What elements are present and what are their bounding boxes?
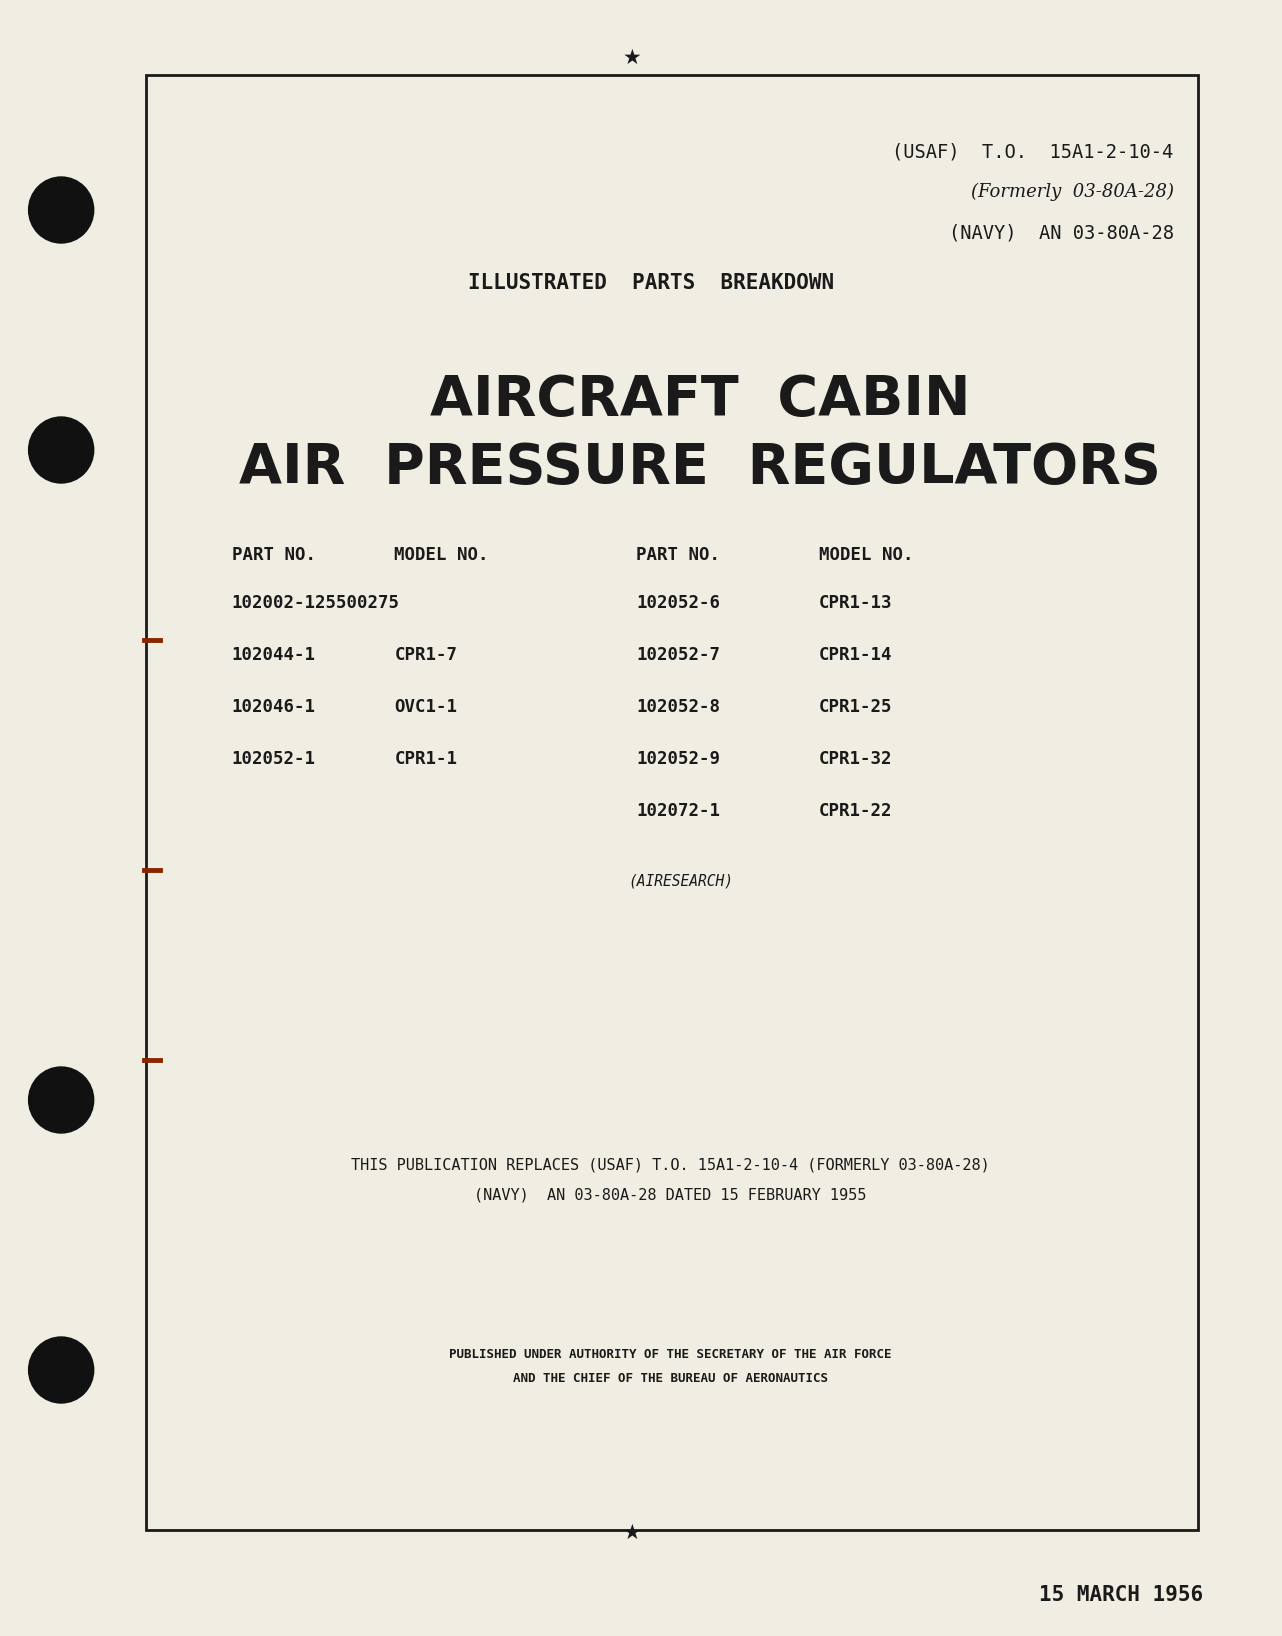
Text: 102052-8: 102052-8 [636, 699, 720, 717]
Text: 102052-1: 102052-1 [232, 749, 315, 767]
Text: PART NO.: PART NO. [232, 546, 315, 564]
Circle shape [28, 177, 94, 244]
Circle shape [28, 1067, 94, 1134]
Text: (Formerly  03-80A-28): (Formerly 03-80A-28) [970, 183, 1173, 201]
Text: 102046-1: 102046-1 [232, 699, 315, 717]
Text: MODEL NO.: MODEL NO. [819, 546, 913, 564]
Text: CPR1-25: CPR1-25 [819, 699, 892, 717]
Text: (NAVY)  AN 03-80A-28: (NAVY) AN 03-80A-28 [949, 224, 1173, 242]
Text: ★: ★ [623, 47, 641, 69]
Text: CPR1-1: CPR1-1 [395, 749, 458, 767]
Bar [146, 75, 1199, 1530]
Text: OVC1-1: OVC1-1 [395, 699, 458, 717]
Text: CPR1-22: CPR1-22 [819, 802, 892, 820]
Text: CPR1-7: CPR1-7 [395, 646, 458, 664]
Text: ILLUSTRATED  PARTS  BREAKDOWN: ILLUSTRATED PARTS BREAKDOWN [468, 273, 835, 293]
Text: AIR  PRESSURE  REGULATORS: AIR PRESSURE REGULATORS [240, 442, 1161, 496]
Text: 102052-6: 102052-6 [636, 594, 720, 612]
Text: AND THE CHIEF OF THE BUREAU OF AERONAUTICS: AND THE CHIEF OF THE BUREAU OF AERONAUTI… [513, 1373, 828, 1386]
Text: (AIRESEARCH): (AIRESEARCH) [628, 874, 733, 888]
Circle shape [28, 1337, 94, 1404]
Text: CPR1-13: CPR1-13 [819, 594, 892, 612]
Text: ★: ★ [623, 1523, 641, 1543]
Text: 102052-9: 102052-9 [636, 749, 720, 767]
Text: 15 MARCH 1956: 15 MARCH 1956 [1040, 1585, 1204, 1605]
Text: 102072-1: 102072-1 [636, 802, 720, 820]
Text: CPR1-32: CPR1-32 [819, 749, 892, 767]
Text: CPR1-14: CPR1-14 [819, 646, 892, 664]
Text: 102002-125500275: 102002-125500275 [232, 594, 400, 612]
Text: AIRCRAFT  CABIN: AIRCRAFT CABIN [429, 373, 970, 427]
Text: PART NO.: PART NO. [636, 546, 720, 564]
Text: 102052-7: 102052-7 [636, 646, 720, 664]
Text: 102044-1: 102044-1 [232, 646, 315, 664]
Circle shape [28, 417, 94, 483]
Text: (USAF)  T.O.  15A1-2-10-4: (USAF) T.O. 15A1-2-10-4 [892, 142, 1173, 162]
Text: THIS PUBLICATION REPLACES (USAF) T.O. 15A1-2-10-4 (FORMERLY 03-80A-28): THIS PUBLICATION REPLACES (USAF) T.O. 15… [351, 1158, 990, 1173]
Text: (NAVY)  AN 03-80A-28 DATED 15 FEBRUARY 1955: (NAVY) AN 03-80A-28 DATED 15 FEBRUARY 19… [474, 1188, 867, 1202]
Text: PUBLISHED UNDER AUTHORITY OF THE SECRETARY OF THE AIR FORCE: PUBLISHED UNDER AUTHORITY OF THE SECRETA… [450, 1348, 892, 1361]
Text: MODEL NO.: MODEL NO. [395, 546, 488, 564]
